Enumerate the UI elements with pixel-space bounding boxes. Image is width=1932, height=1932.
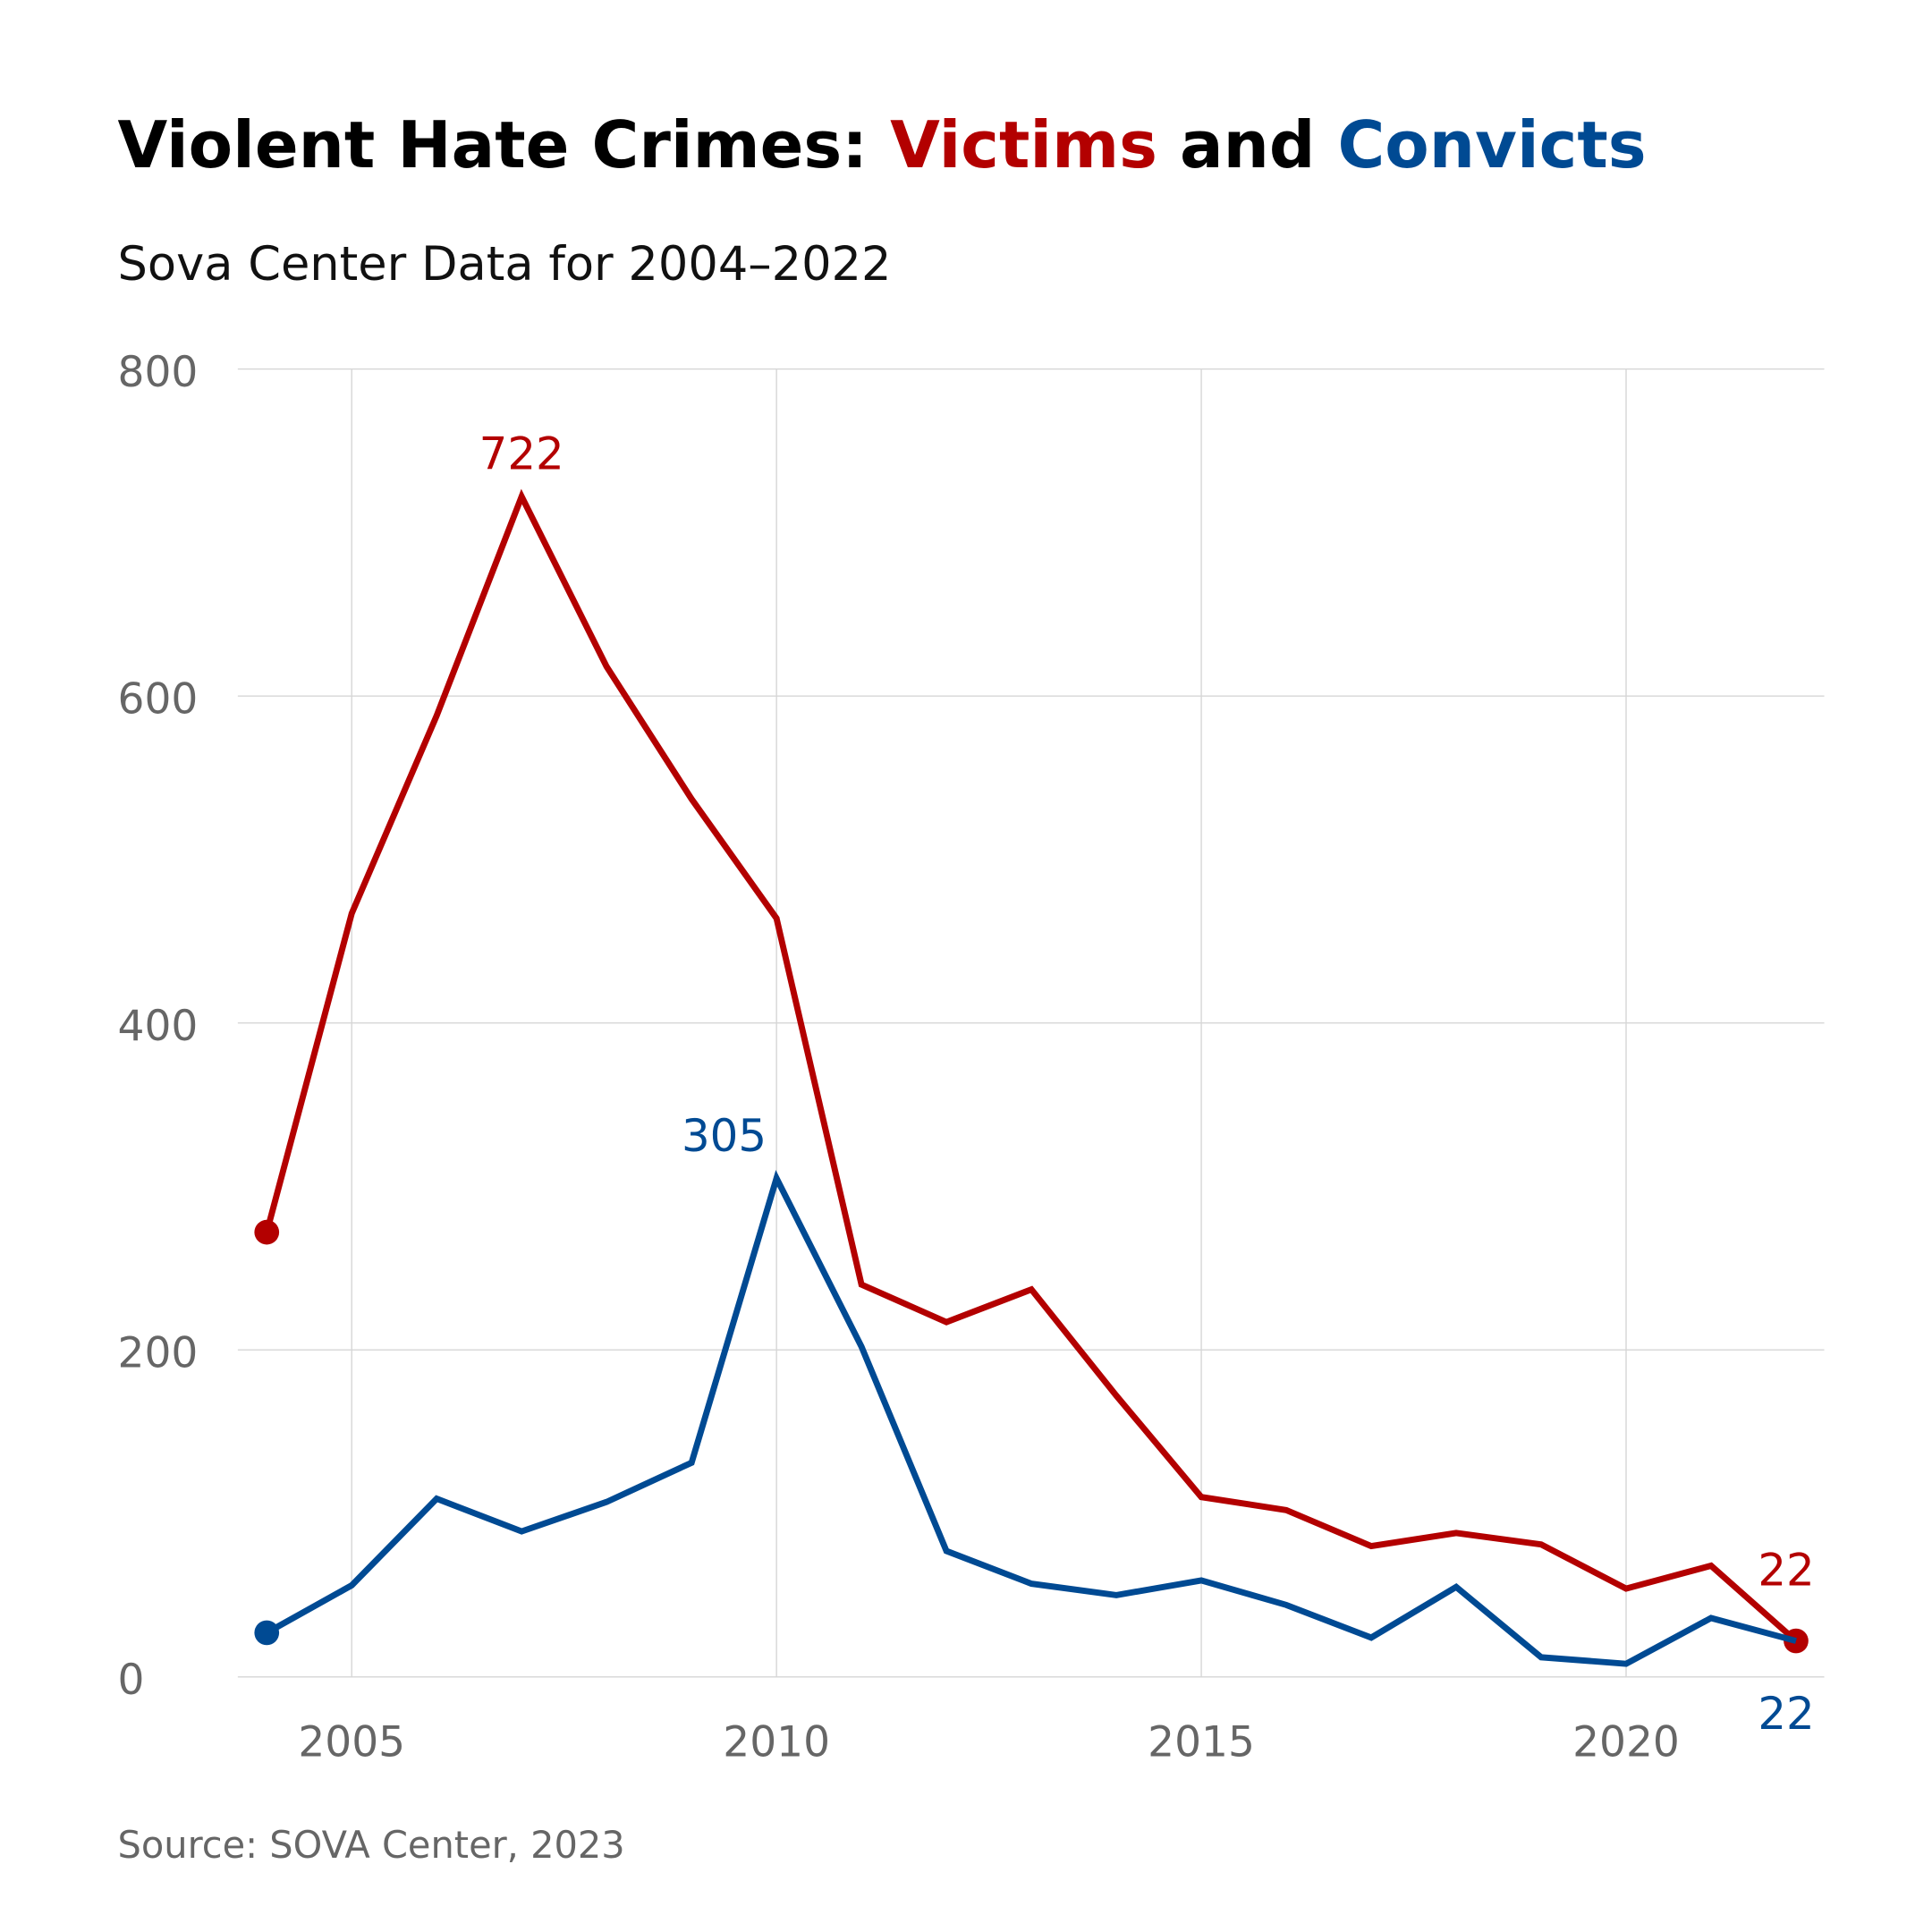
series-line-convicts (265, 1169, 1797, 1667)
x-tick-label: 2005 (298, 1717, 405, 1767)
y-tick-label: 0 (118, 1656, 145, 1705)
chart-subtitle: Sova Center Data for 2004–2022 (118, 237, 892, 292)
max-label-convicts: 305 (682, 1110, 767, 1162)
chart-title: Violent Hate Crimes: Victims and Convict… (118, 107, 1647, 182)
y-tick-label: 200 (118, 1329, 199, 1378)
start-point-convicts (254, 1620, 280, 1646)
source-note: Source: SOVA Center, 2023 (118, 1823, 625, 1867)
x-tick-label: 2010 (723, 1717, 830, 1767)
x-tick-label: 2015 (1148, 1717, 1255, 1767)
max-label-victims: 722 (479, 428, 564, 480)
x-tick-label: 2020 (1572, 1717, 1680, 1767)
start-point-victims (254, 1219, 280, 1245)
y-tick-label: 800 (118, 348, 199, 397)
y-tick-label: 400 (118, 1002, 199, 1051)
end-label-victims: 22 (1758, 1544, 1814, 1596)
y-tick-label: 600 (118, 675, 199, 724)
end-label-convicts: 22 (1758, 1688, 1814, 1740)
series-line-victims (263, 488, 1799, 1644)
